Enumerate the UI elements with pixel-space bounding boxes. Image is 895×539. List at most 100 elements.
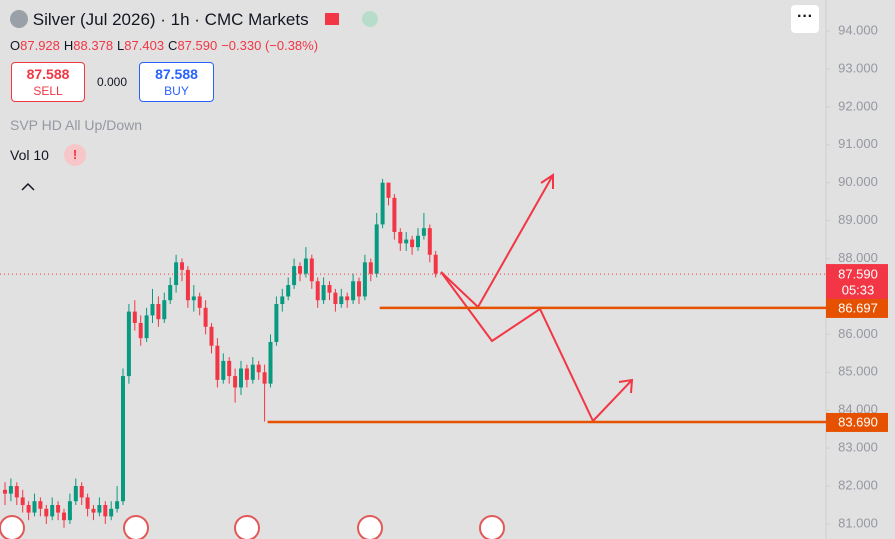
candle [327,281,332,301]
candle [26,501,31,521]
candle-body [79,486,84,498]
candle [97,497,102,517]
event-flag [234,515,260,539]
candle-body [132,311,137,323]
candle-body [85,497,90,509]
candle-body [73,486,78,502]
buy-button[interactable]: 87.588 BUY [139,62,214,102]
event-flag [0,515,25,539]
candle-body [362,262,367,297]
candle [156,296,161,327]
candle [38,497,43,517]
candle [138,315,143,346]
ohlc-line: O87.928 H88.378 L87.403 C87.590 −0.330 (−0.3… [10,38,318,53]
candle-body [209,326,214,346]
ohlc-value: 87.928 [20,38,60,53]
candle [144,307,149,342]
candle [421,213,426,240]
ohlc-key: C [168,38,178,53]
candle-body [268,341,273,384]
indicator-label[interactable]: Vol 10 [10,147,49,163]
indicator-label[interactable]: SVP HD All Up/Down [10,117,143,133]
y-tick-label: 91.000 [838,136,878,151]
candle [280,288,285,312]
candle-body [233,376,238,388]
candle [427,224,432,263]
candle-body [351,281,356,301]
candle [3,482,7,505]
candle [162,292,167,323]
event-flag [357,515,383,539]
candle-body [197,296,202,308]
level-label: 86.697 [838,300,878,315]
buy-label: BUY [164,84,189,98]
y-tick-label: 81.000 [838,515,878,530]
event-icons [0,515,505,539]
candle [56,501,61,521]
candle [298,262,302,282]
candle-body [20,497,25,505]
candle [221,353,226,384]
last-price-box [826,264,888,301]
candle-body [191,296,196,301]
collapse-caret[interactable] [21,182,35,191]
candle-body [56,505,61,513]
candle-body [156,304,161,320]
menu-button[interactable]: ··· [791,5,819,33]
ohlc-key: L [117,38,125,53]
candle [67,493,72,524]
candle-body [433,254,438,274]
warning-icon[interactable]: ! [64,144,86,166]
candle [20,489,25,513]
candle-body [162,300,167,320]
flag-icon[interactable] [325,13,340,25]
ohlc-value: 87.590 [177,38,218,53]
candle-body [421,228,426,236]
candle [303,247,308,278]
candle [357,277,361,305]
candle [416,228,420,251]
candle-body [321,285,326,301]
candle-body [126,311,131,377]
y-tick-label: 93.000 [838,60,878,75]
candle-body [180,262,184,270]
arrow-up-path [440,174,554,309]
header: Silver (Jul 2026) · 1h · CMC Markets [10,10,379,30]
candle [8,478,13,502]
candle-body [168,285,173,301]
candle-body [309,258,314,282]
candle-body [398,231,403,244]
sell-button[interactable]: 87.588 SELL [11,62,85,102]
candle-body [138,322,143,339]
symbol-title[interactable]: Silver (Jul 2026) · 1h · CMC Markets [32,10,309,29]
status-dot [362,11,379,27]
candle [50,497,55,521]
candle-body [8,486,13,494]
candle-body [410,239,415,248]
candle-body [3,489,7,494]
candle [227,357,232,384]
arrow-down-path [440,271,633,423]
candle-body [121,376,125,502]
candle-body [368,262,373,274]
candle [380,178,385,229]
y-tick-label: 83.000 [838,440,878,455]
candle [121,368,125,505]
candle-body [215,345,220,380]
event-flag [479,515,505,539]
candle [339,288,344,308]
candle [268,334,273,388]
candle-body [392,197,397,232]
candle [386,182,391,206]
event-flag [123,515,149,539]
ohlc-key: H [63,38,74,53]
candle-body [185,269,190,301]
candle-body [286,285,291,297]
y-tick-label: 90.000 [838,174,878,189]
candle [309,254,314,289]
candle-body [150,304,155,316]
ohlc-value: 87.403 [124,38,165,53]
last-price-label: 87.590 [838,267,878,282]
candle [321,277,326,305]
